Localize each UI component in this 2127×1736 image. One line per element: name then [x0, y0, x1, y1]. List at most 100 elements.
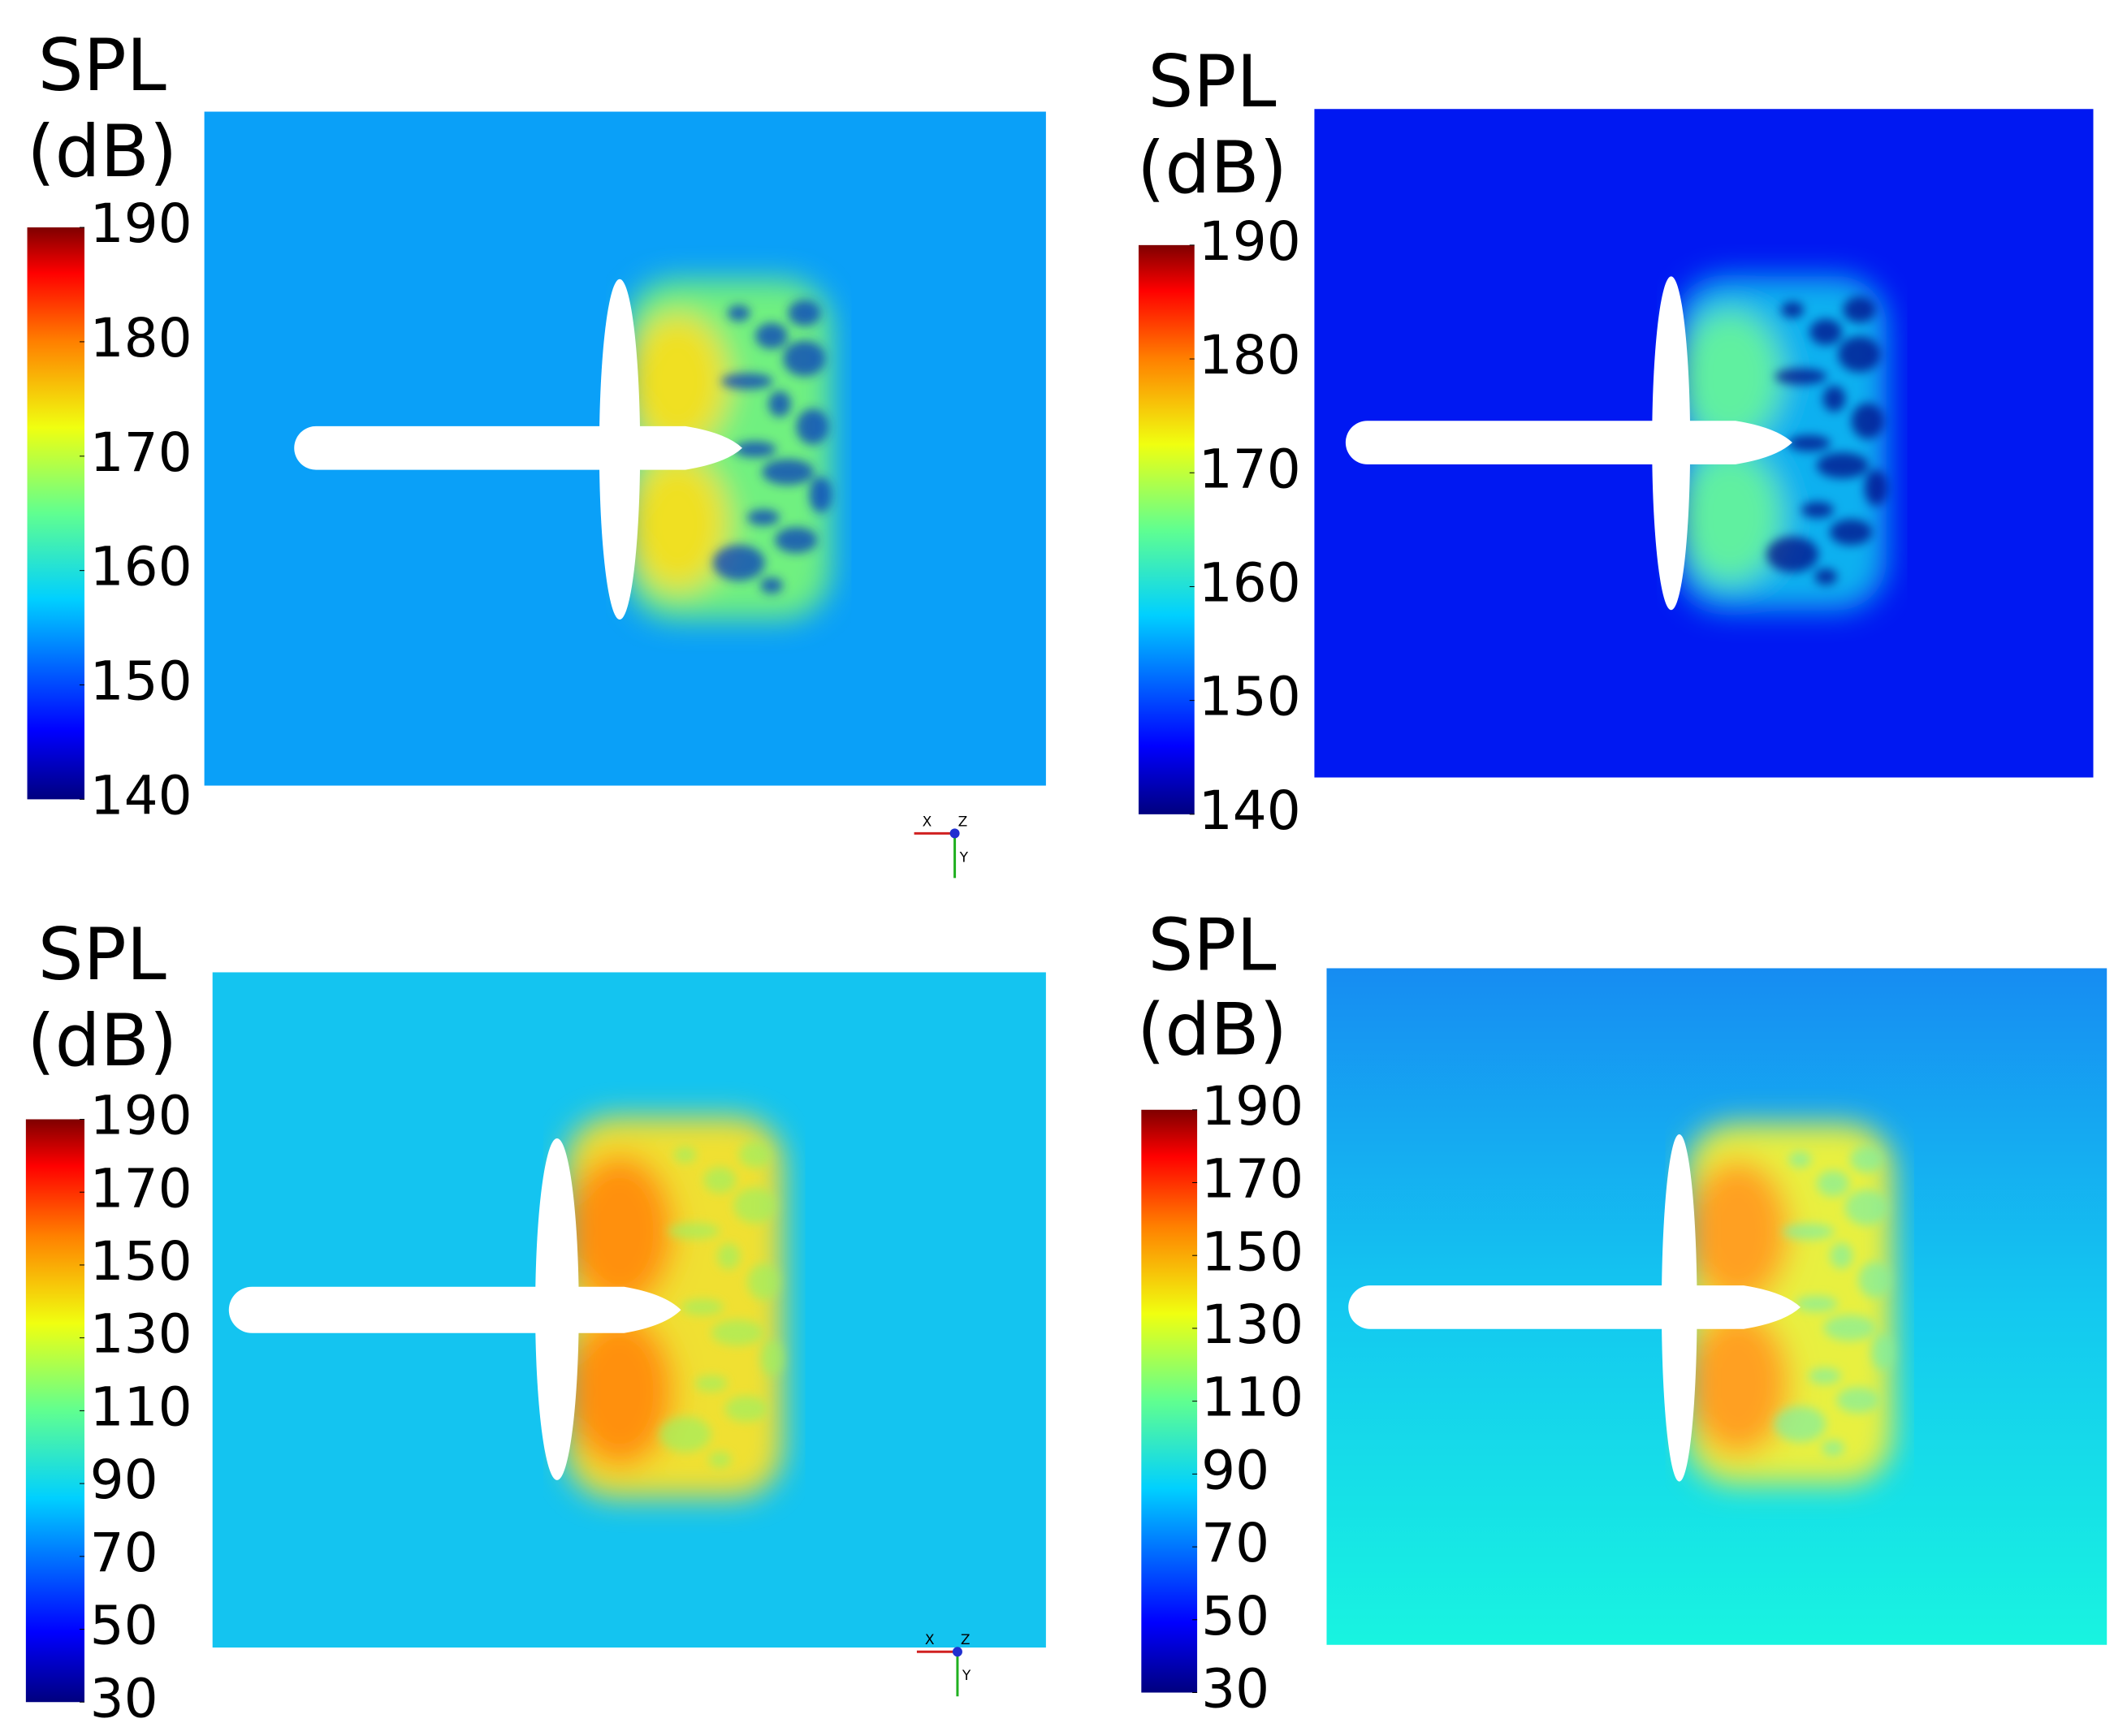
colorbar-tick-label: 130 — [90, 1303, 192, 1366]
colorbar-tick-label: 180 — [90, 307, 192, 369]
spot — [1788, 1151, 1812, 1168]
spot — [738, 1142, 772, 1168]
colorbar-tick-label: 190 — [1201, 1075, 1303, 1138]
spot — [755, 322, 789, 349]
panel: 190 170 150 130 110 90 70 50 30 SPL(dB) X Z Y — [25, 913, 1046, 1730]
spot — [1844, 1190, 1887, 1226]
colorbar — [1141, 1109, 1198, 1693]
colorbar-tick-label: 50 — [1201, 1585, 1269, 1647]
colorbar-tick-label: 30 — [1201, 1658, 1269, 1721]
spot — [796, 408, 829, 445]
wake-core — [626, 456, 729, 593]
spot — [1843, 296, 1876, 323]
spot — [1849, 1146, 1883, 1172]
spot — [1851, 403, 1884, 439]
spot — [1838, 336, 1881, 373]
spot — [1814, 568, 1838, 585]
panel: 190 180 170 160 150 140 SPL(dB) X Z Y — [27, 24, 1046, 879]
fuselage — [294, 425, 742, 470]
axis-label: Y — [962, 1668, 971, 1684]
colorbar-tick-label: 170 — [1199, 438, 1301, 500]
colorbar-tick-label: 70 — [90, 1522, 158, 1584]
spot — [703, 1167, 737, 1194]
colorbar-tick-label: 150 — [1199, 666, 1301, 728]
spot — [668, 1223, 720, 1240]
wake-core — [1678, 450, 1783, 584]
spot — [711, 1319, 763, 1346]
colorbar-tick-label: 90 — [90, 1449, 158, 1511]
colorbar-title: SPL — [1148, 903, 1277, 987]
colorbar-tick-label: 150 — [90, 650, 192, 713]
colorbar-title: (dB) — [27, 999, 177, 1082]
spot — [1808, 1367, 1841, 1384]
contour-field — [204, 111, 1046, 786]
colorbar-tick-label: 160 — [1199, 552, 1301, 615]
colorbar — [25, 1119, 84, 1703]
spot — [1782, 1223, 1835, 1240]
colorbar-tick-label: 150 — [1201, 1220, 1303, 1283]
spot — [659, 1416, 711, 1453]
wing — [599, 279, 641, 620]
colorbar — [27, 227, 84, 800]
axis-z — [952, 1647, 962, 1657]
spot — [775, 527, 818, 554]
spot — [1775, 368, 1827, 385]
wake-core — [1678, 309, 1783, 443]
colorbar-tick-label: 150 — [90, 1230, 192, 1293]
fuselage — [228, 1286, 681, 1333]
panel: 190 170 150 130 110 90 70 50 30 SPL(dB) — [1137, 903, 2108, 1721]
colorbar-tick-label: 170 — [1201, 1148, 1303, 1211]
colorbar-tick-label: 90 — [1201, 1439, 1269, 1501]
spot — [1795, 1295, 1838, 1312]
colorbar-title: (dB) — [1137, 126, 1287, 209]
wing — [1661, 1134, 1697, 1482]
spot — [712, 545, 765, 581]
colorbar-title: (dB) — [27, 110, 177, 193]
axis-label: Z — [961, 1632, 971, 1648]
wake-spots — [1774, 1146, 1895, 1457]
spot — [747, 1263, 780, 1300]
spot — [1822, 1440, 1845, 1457]
colorbar-tick-label: 110 — [90, 1375, 192, 1438]
fuselage — [1345, 421, 1792, 464]
wing — [1652, 276, 1691, 611]
spot — [717, 1243, 741, 1270]
colorbar-tick-label: 160 — [90, 536, 192, 598]
colorbar-tick-label: 30 — [90, 1667, 158, 1730]
colorbar-tick-label: 190 — [90, 1085, 192, 1147]
spot — [681, 1298, 724, 1315]
wake-core — [1686, 1311, 1790, 1456]
colorbar-tick-label: 50 — [90, 1595, 158, 1657]
axis-label: Y — [959, 849, 969, 866]
colorbar-tick-label: 170 — [90, 421, 192, 484]
colorbar-tick-label: 190 — [1199, 210, 1301, 273]
colorbar-title: (dB) — [1137, 987, 1287, 1071]
spot — [1801, 502, 1834, 519]
spot — [768, 391, 792, 417]
spot — [1830, 1242, 1853, 1269]
spot — [733, 441, 776, 458]
spot — [760, 577, 784, 594]
wake-spots — [712, 300, 832, 594]
colorbar-tick-label: 180 — [1199, 324, 1301, 386]
spot — [1836, 1387, 1879, 1414]
contour-field — [212, 972, 1046, 1648]
spot — [1766, 536, 1819, 572]
colorbar-tick-label: 70 — [1201, 1512, 1269, 1574]
spot — [788, 300, 821, 326]
spot — [746, 509, 780, 526]
wake-core — [564, 1315, 675, 1468]
axis-label: X — [925, 1632, 935, 1648]
axis-label: X — [923, 814, 932, 830]
spot — [1871, 1333, 1895, 1370]
axis-label: Z — [958, 814, 968, 830]
colorbar-tick-label: 190 — [90, 192, 192, 255]
colorbar-title: SPL — [38, 913, 166, 996]
spot — [727, 304, 750, 322]
wake-core — [626, 313, 729, 450]
colorbar-tick-label: 140 — [90, 764, 192, 827]
spot — [1822, 386, 1846, 412]
spot — [1817, 1170, 1850, 1197]
colorbar — [1138, 244, 1195, 814]
